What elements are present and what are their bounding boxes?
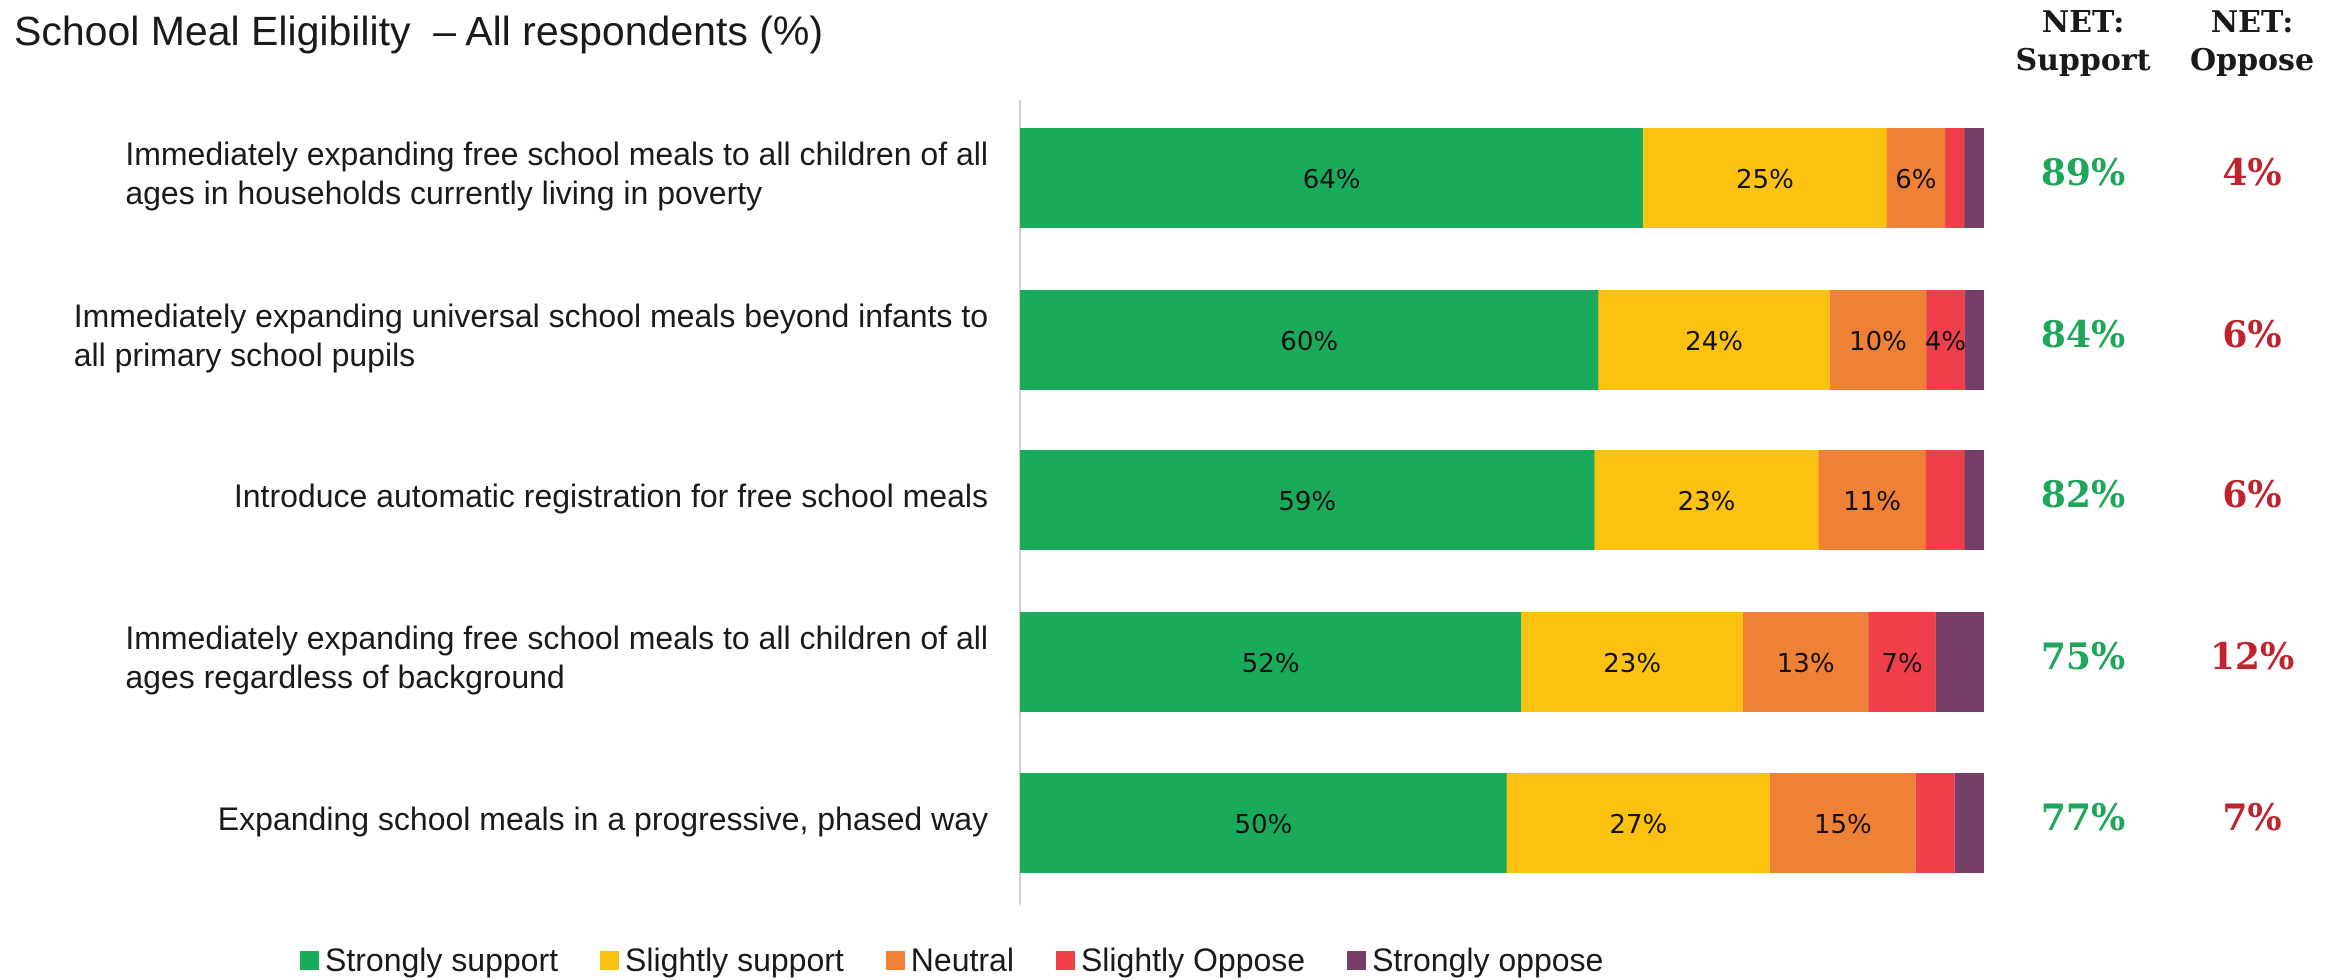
- bar-segment: [1964, 290, 1984, 390]
- legend-item: Strongly support: [300, 942, 558, 979]
- bar-data-label: 52%: [1242, 649, 1300, 679]
- bar-data-label: 59%: [1278, 487, 1336, 517]
- net-oppose-header: NET: Oppose: [2189, 5, 2315, 78]
- bar-segment: [1594, 450, 1819, 550]
- bar-data-label: 7%: [1881, 649, 1922, 679]
- bar-segment: [1915, 773, 1955, 873]
- bar-segment: [1926, 290, 1965, 390]
- bar-data-label: 15%: [1814, 810, 1872, 840]
- bar-segment: [1020, 612, 1522, 712]
- bar-data-label: 11%: [1843, 487, 1901, 517]
- chart-title: School Meal Eligibility – All respondent…: [14, 8, 823, 54]
- legend-item: Neutral: [885, 941, 1014, 979]
- bar-segment: [1868, 612, 1936, 712]
- legend-swatch: [600, 950, 620, 970]
- net-support-value: 82%: [2040, 474, 2126, 516]
- bar-data-label: 25%: [1736, 165, 1794, 195]
- category-label: Immediately expanding free school meals …: [125, 135, 988, 213]
- bar-data-label: 4%: [1925, 327, 1966, 357]
- category-label-line: Immediately expanding free school meals …: [125, 620, 988, 656]
- bar-data-label: 50%: [1235, 810, 1293, 840]
- net-oppose-value: 7%: [2222, 797, 2282, 839]
- bar-segment: [1964, 128, 1984, 228]
- net-oppose-value: 4%: [2222, 152, 2282, 194]
- bar-segment: [1020, 773, 1507, 873]
- bar-segment: [1643, 128, 1887, 228]
- legend-swatch: [1055, 950, 1075, 970]
- legend-label: Strongly oppose: [1372, 941, 1604, 978]
- bar-data-label: 60%: [1280, 327, 1338, 357]
- bar-segment: [1945, 128, 1965, 228]
- bar-segment: [1954, 773, 1984, 873]
- legend-item: Strongly oppose: [1347, 942, 1603, 979]
- bar-data-label: 64%: [1303, 165, 1361, 195]
- legend-item: Slightly support: [600, 942, 844, 979]
- net-support-value: 89%: [2040, 152, 2126, 194]
- bar-data-label: 23%: [1603, 649, 1661, 679]
- bar-data-label: 6%: [1895, 165, 1936, 195]
- legend-label: Neutral: [910, 941, 1014, 978]
- category-label: Immediately expanding free school meals …: [125, 619, 988, 697]
- legend-label: Slightly Oppose: [1080, 941, 1306, 978]
- legend-label: Slightly support: [625, 941, 844, 978]
- net-oppose-value: 12%: [2209, 636, 2295, 678]
- category-label-line: Immediately expanding free school meals …: [125, 136, 988, 172]
- bar-segment: [1769, 773, 1916, 873]
- net-oppose-value: 6%: [2222, 314, 2282, 356]
- category-label-line: Immediately expanding universal school m…: [73, 298, 988, 334]
- bar-segment: [1886, 128, 1946, 228]
- bar-segment: [1020, 290, 1599, 390]
- bar-segment: [1506, 773, 1770, 873]
- legend-swatch: [885, 950, 905, 970]
- category-label: Introduce automatic registration for fre…: [234, 477, 988, 516]
- category-label-line: Introduce automatic registration for fre…: [233, 477, 988, 514]
- bar-segment: [1521, 612, 1743, 712]
- bar-segment: [1743, 612, 1869, 712]
- category-label: Expanding school meals in a progressive,…: [218, 800, 988, 839]
- bar-segment: [1020, 450, 1595, 550]
- bar-data-label: 10%: [1849, 327, 1907, 357]
- category-label-line: all primary school pupils: [73, 337, 416, 373]
- bar-segment: [1598, 290, 1830, 390]
- category-label: Immediately expanding universal school m…: [74, 297, 988, 375]
- bar-data-label: 23%: [1678, 487, 1736, 517]
- legend-item: Slightly Oppose: [1055, 941, 1306, 979]
- legend-swatch: [1347, 950, 1367, 970]
- legend: Strongly support Slightly support Neutral S…: [300, 940, 1645, 980]
- bar-segment: [1935, 612, 1984, 712]
- net-support-value: 77%: [2040, 797, 2126, 839]
- category-label-line: ages regardless of background: [125, 659, 565, 695]
- bar-segment: [1829, 290, 1927, 390]
- net-support-value: 84%: [2040, 314, 2126, 356]
- category-label-line: Expanding school meals in a progressive,…: [217, 800, 988, 837]
- bar-segment: [1925, 450, 1965, 550]
- bar-data-label: 13%: [1777, 649, 1835, 679]
- bar-segment: [1818, 450, 1926, 550]
- legend-swatch: [300, 950, 319, 970]
- bar-segment: [1020, 128, 1644, 228]
- category-label-line: ages in households currently living in p…: [125, 175, 763, 211]
- net-oppose-value: 6%: [2222, 474, 2282, 516]
- bar-data-label: 27%: [1609, 810, 1667, 840]
- net-support-header: NET: Support: [2015, 5, 2151, 78]
- bar-data-label: 24%: [1685, 327, 1743, 357]
- net-support-value: 75%: [2040, 636, 2126, 678]
- bar-segment: [1964, 450, 1984, 550]
- legend-label: Strongly support: [325, 941, 559, 978]
